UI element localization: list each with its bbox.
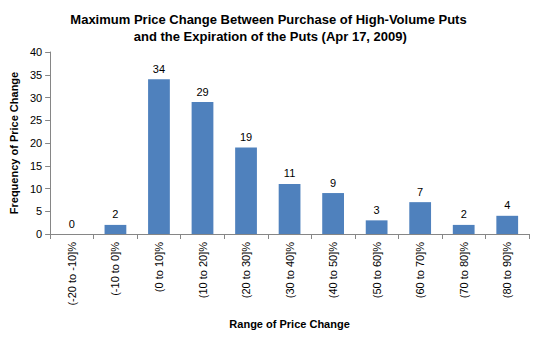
svg-text:0: 0 xyxy=(69,218,75,230)
svg-text:(30 to 40]%: (30 to 40]% xyxy=(284,242,296,298)
svg-text:(-10 to 0]%: (-10 to 0]% xyxy=(109,242,121,296)
svg-text:7: 7 xyxy=(417,186,423,198)
svg-text:Frequency of Price Change: Frequency of Price Change xyxy=(8,72,20,214)
svg-text:29: 29 xyxy=(196,86,208,98)
svg-text:2: 2 xyxy=(112,208,118,220)
svg-text:35: 35 xyxy=(30,69,42,81)
svg-text:3: 3 xyxy=(374,204,380,216)
svg-text:11: 11 xyxy=(284,167,295,179)
svg-text:2: 2 xyxy=(461,208,467,220)
svg-text:15: 15 xyxy=(30,160,42,172)
svg-text:(80 to 90]%: (80 to 90]% xyxy=(501,242,513,298)
svg-text:Range of Price Change: Range of Price Change xyxy=(229,318,349,330)
svg-text:(0 to 10]%: (0 to 10]% xyxy=(153,242,165,292)
svg-text:40: 40 xyxy=(30,46,42,58)
svg-text:4: 4 xyxy=(504,199,510,211)
svg-text:(10 to 20]%: (10 to 20]% xyxy=(197,242,209,298)
svg-text:(70 to 80]%: (70 to 80]% xyxy=(458,242,470,298)
svg-text:19: 19 xyxy=(240,131,252,143)
svg-text:9: 9 xyxy=(330,177,336,189)
svg-text:30: 30 xyxy=(30,92,42,104)
svg-text:(20 to 30]%: (20 to 30]% xyxy=(240,242,252,298)
svg-text:(50 to 60]%: (50 to 60]% xyxy=(371,242,383,298)
svg-text:25: 25 xyxy=(30,114,42,126)
svg-text:(-20 to -10]%: (-20 to -10]% xyxy=(66,242,78,306)
svg-text:(60 to 70]%: (60 to 70]% xyxy=(414,242,426,298)
svg-text:20: 20 xyxy=(30,137,42,149)
svg-text:10: 10 xyxy=(30,183,42,195)
svg-text:5: 5 xyxy=(36,205,42,217)
svg-text:34: 34 xyxy=(153,63,165,75)
svg-text:Maximum Price Change Between P: Maximum Price Change Between Purchase of… xyxy=(70,12,466,27)
svg-text:(40 to 50]%: (40 to 50]% xyxy=(327,242,339,298)
svg-text:0: 0 xyxy=(36,228,42,240)
svg-text:and the Expiration of the Puts: and the Expiration of the Puts (Apr 17, … xyxy=(130,29,407,44)
